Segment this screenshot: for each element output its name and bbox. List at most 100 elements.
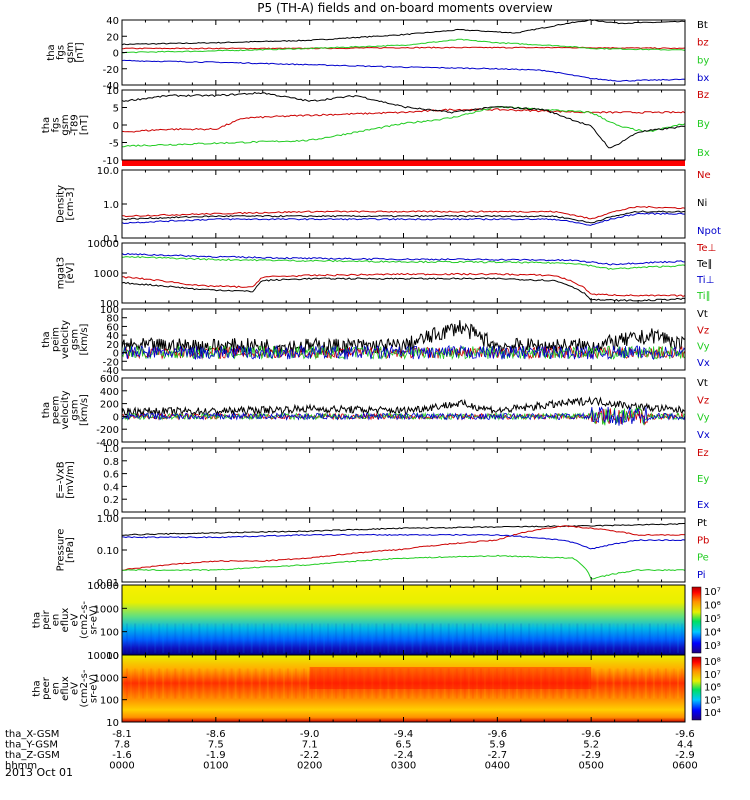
spectrogram-streak xyxy=(467,623,470,653)
spectrogram-streak xyxy=(572,668,575,699)
spectrogram-streak xyxy=(427,668,430,699)
spectrogram-streak xyxy=(315,668,317,699)
spectrogram-streak xyxy=(608,623,611,653)
spectrogram-streak xyxy=(319,623,322,653)
orbit-value: 0500 xyxy=(578,761,603,772)
spectrogram-streak xyxy=(656,668,659,699)
y-axis-label: velocity xyxy=(60,320,71,359)
spectrogram-streak xyxy=(391,668,394,699)
y-axis-label: en xyxy=(51,682,62,695)
orbit-value: -2.7 xyxy=(488,750,508,761)
series-line-p7-19 xyxy=(121,554,686,580)
spectrogram-streak xyxy=(407,623,410,653)
spectrogram-streak xyxy=(568,623,571,653)
spectrogram-streak xyxy=(194,623,197,653)
spectrogram-streak xyxy=(146,668,149,699)
spectrogram-streak xyxy=(258,623,261,653)
spectrogram-streak xyxy=(681,623,683,653)
y-axis-label: [eV] xyxy=(65,263,76,284)
series-line-p3-12 xyxy=(122,272,686,297)
spectrogram-streak xyxy=(122,668,124,699)
legend-entry: Bz xyxy=(697,90,709,101)
spectrogram-streak xyxy=(242,623,245,653)
spectrogram-streak xyxy=(262,668,265,699)
y-tick-label: 20 xyxy=(106,340,119,351)
spectrogram-streak xyxy=(375,668,378,699)
spectrogram-streak xyxy=(126,668,128,699)
y-axis-label: fgs xyxy=(51,117,62,132)
orbit-value: 0100 xyxy=(203,761,228,772)
spectrogram-streak xyxy=(238,668,241,699)
spectrogram-streak xyxy=(122,623,124,653)
spectrogram-streak xyxy=(226,668,229,699)
spectrogram-streak xyxy=(363,668,366,699)
legend-entry: Ez xyxy=(697,448,709,459)
chart-title: P5 (TH-A) fields and on-board moments ov… xyxy=(257,1,553,15)
spectrogram-streak xyxy=(524,668,527,699)
spectrogram-streak xyxy=(415,668,418,699)
orbit-row-label: tha_X-GSM xyxy=(5,729,59,740)
colorbar-tick-label: 10⁷ xyxy=(704,670,721,681)
spectrogram-streak xyxy=(230,668,233,699)
orbit-value: 0300 xyxy=(391,761,416,772)
spectrogram-streak xyxy=(648,668,651,699)
y-axis-label: eflux xyxy=(60,608,71,633)
spectrogram-streak xyxy=(580,668,583,699)
spectrogram-streak xyxy=(278,623,281,653)
legend-entry: bz xyxy=(697,38,709,49)
spectrogram-streak xyxy=(375,623,378,653)
panel-frame-0 xyxy=(121,19,686,86)
y-tick-label: 40 xyxy=(106,16,119,27)
y-tick-label: 0.6 xyxy=(103,470,119,481)
panels-group: 40200-20-40thafgsgsm[nT]Btbzbybx1050-5-1… xyxy=(32,16,721,729)
spectrogram-streak xyxy=(455,668,458,699)
spectrogram-streak xyxy=(214,668,217,699)
orbit-value: -8.6 xyxy=(206,729,226,740)
y-tick-label: -20 xyxy=(103,357,119,368)
spectrogram-streak xyxy=(532,668,535,699)
spectrogram-streak xyxy=(536,623,539,653)
spectrogram-streak xyxy=(455,623,458,653)
spectrogram-streak xyxy=(435,623,438,653)
spectrogram-streak xyxy=(367,668,370,699)
y-axis-label: [cm-3] xyxy=(65,187,76,220)
spectrogram-streak xyxy=(636,668,639,699)
spectrogram-streak xyxy=(544,668,547,699)
spectrogram-streak xyxy=(387,623,390,653)
spectrogram-streak xyxy=(359,623,362,653)
orbit-value: 7.8 xyxy=(114,740,130,751)
spectrogram-streak xyxy=(286,668,289,699)
orbit-value: 0000 xyxy=(109,761,134,772)
panel-frame-1 xyxy=(121,89,686,161)
orbit-value: -9.6 xyxy=(488,729,508,740)
spectrogram-9 xyxy=(122,655,685,722)
y-tick-label: 0.8 xyxy=(103,457,119,468)
series-line-p2-9 xyxy=(121,212,685,226)
spectrogram-streak xyxy=(608,668,611,699)
spectrogram-streak xyxy=(198,668,201,699)
y-axis-label: [nT] xyxy=(79,115,90,135)
spectrogram-streak xyxy=(371,623,374,653)
series-line-p7-18 xyxy=(121,533,686,550)
spectrogram-streak xyxy=(419,668,422,699)
spectrogram-streak xyxy=(339,668,342,699)
spectrogram-streak xyxy=(186,668,189,699)
y-axis-label: [km/s] xyxy=(79,323,90,355)
spectrogram-streak xyxy=(588,668,591,699)
spectrogram-streak xyxy=(186,623,189,653)
spectrogram-streak xyxy=(218,668,221,699)
legend-entry: Vx xyxy=(697,358,710,369)
legend-entry: Ey xyxy=(697,474,709,485)
spectrogram-streak xyxy=(471,668,474,699)
colorbar-tick-label: 10⁷ xyxy=(704,587,721,598)
y-tick-label: 100 xyxy=(100,305,119,316)
y-tick-label: 10 xyxy=(106,718,119,729)
spectrogram-streak xyxy=(516,668,519,699)
legend-entry: Pb xyxy=(697,535,709,546)
series-line-p3-11 xyxy=(121,255,686,270)
spectrogram-streak xyxy=(656,623,659,653)
legend-entry: Vy xyxy=(697,413,710,424)
spectrogram-streak xyxy=(492,623,494,653)
spectrogram-streak xyxy=(548,668,551,699)
spectrogram-streak xyxy=(250,668,253,699)
